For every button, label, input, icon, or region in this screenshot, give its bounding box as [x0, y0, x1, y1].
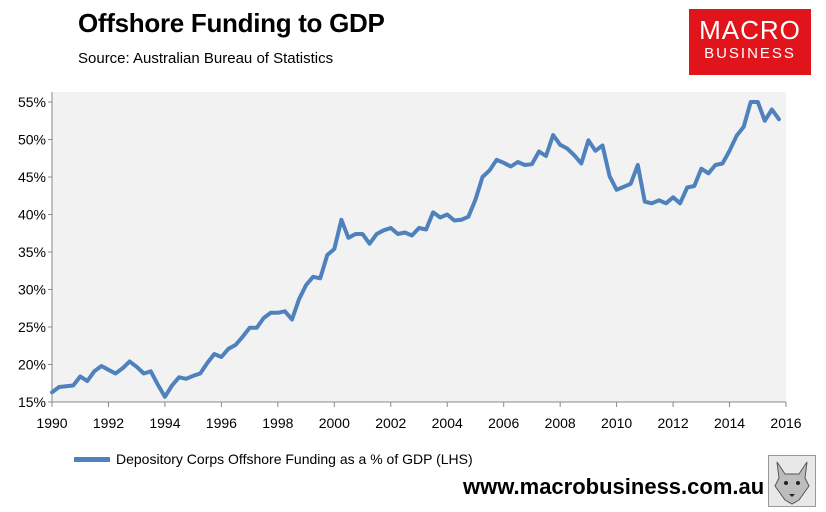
- logo-line-macro: MACRO: [699, 15, 801, 45]
- y-tick-label: 35%: [18, 244, 46, 260]
- y-tick-label: 45%: [18, 169, 46, 185]
- x-tick-label: 2006: [488, 415, 519, 431]
- chart-source: Source: Australian Bureau of Statistics: [78, 50, 334, 67]
- legend: Depository Corps Offshore Funding as a %…: [74, 451, 473, 467]
- x-tick-label: 1990: [36, 415, 67, 431]
- x-tick-label: 2000: [319, 415, 350, 431]
- x-tick-label: 2004: [432, 415, 463, 431]
- x-tick-label: 2014: [714, 415, 745, 431]
- chart-title: Offshore Funding to GDP: [78, 8, 385, 38]
- y-tick-label: 25%: [18, 319, 46, 335]
- legend-swatch: [74, 456, 110, 462]
- y-tick-label: 20%: [18, 357, 46, 373]
- wolf-icon: [768, 455, 816, 507]
- y-tick-label: 55%: [18, 94, 46, 110]
- legend-label: Depository Corps Offshore Funding as a %…: [116, 451, 473, 467]
- y-tick-label: 15%: [18, 394, 46, 410]
- plot-area: [52, 92, 786, 402]
- macrobusiness-logo: MACRO BUSINESS: [689, 9, 811, 75]
- x-axis: 1990 1992 1994 1996 1998 2000 2002 2004 2006 2008…: [36, 401, 802, 431]
- x-tick-label: 1992: [93, 415, 124, 431]
- y-tick-label: 50%: [18, 132, 46, 148]
- y-tick-label: 30%: [18, 282, 46, 298]
- y-tick-label: 40%: [18, 207, 46, 223]
- x-tick-label: 2016: [770, 415, 801, 431]
- x-tick-label: 2012: [657, 415, 688, 431]
- x-tick-label: 2008: [545, 415, 576, 431]
- site-url: www.macrobusiness.com.au: [463, 474, 765, 499]
- x-tick-label: 1994: [149, 415, 180, 431]
- x-tick-label: 1998: [262, 415, 293, 431]
- x-tick-label: 2002: [375, 415, 406, 431]
- x-tick-label: 1996: [206, 415, 237, 431]
- y-axis: 15% 20% 25% 30% 35% 40% 45% 50% 55%: [18, 92, 53, 410]
- series-line-offshore-funding: [50, 100, 781, 399]
- x-tick-label: 2010: [601, 415, 632, 431]
- logo-line-business: BUSINESS: [704, 45, 796, 62]
